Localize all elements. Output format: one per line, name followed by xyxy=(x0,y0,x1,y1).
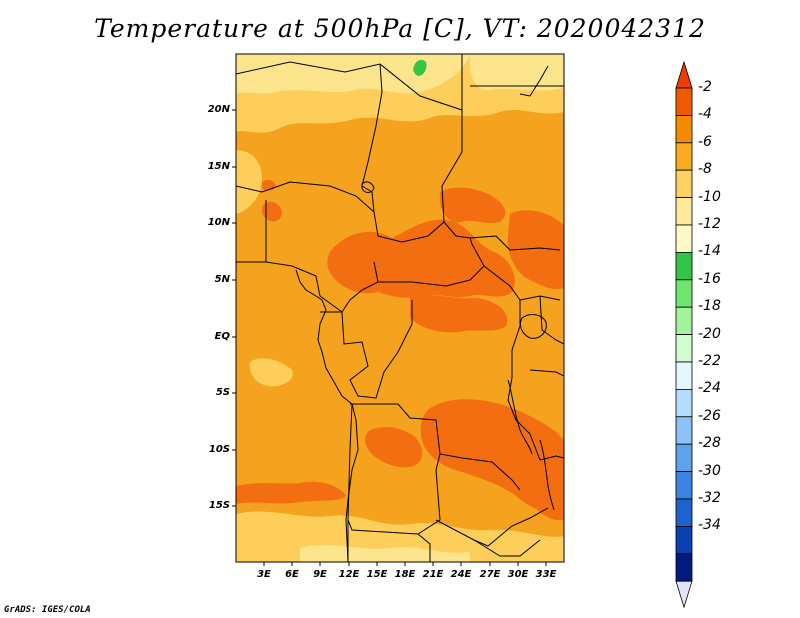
lon-label-15e: 15E xyxy=(366,569,388,580)
colorbar-label: -30 xyxy=(698,462,721,479)
border-botswana-zimbabwe xyxy=(473,539,541,557)
colorbar-segment xyxy=(675,87,693,116)
lon-label-12e: 12E xyxy=(338,569,360,580)
border-chad-sudan xyxy=(441,110,471,239)
colorbar-segment xyxy=(675,251,693,281)
colorbar-segment xyxy=(675,306,693,336)
colorbar-label: -18 xyxy=(698,298,721,315)
field-warm-south-sudan xyxy=(439,187,506,224)
border-tanzania xyxy=(529,369,564,461)
border-niger-chad xyxy=(361,63,383,213)
border-south-sudan xyxy=(469,235,561,301)
lat-label-eq: EQ xyxy=(214,331,230,342)
border-gabon-congo xyxy=(320,300,413,399)
colorbar-label: -32 xyxy=(698,490,721,506)
colorbar-label: -22 xyxy=(698,353,721,369)
field-warm-drc-north xyxy=(410,294,508,333)
colorbar-label: -28 xyxy=(698,435,721,452)
colorbar-segment xyxy=(675,197,693,226)
colorbar-segment xyxy=(675,361,693,390)
colorbar-segment xyxy=(675,142,693,171)
colorbar-label: -10 xyxy=(698,188,721,205)
colorbar-segment xyxy=(675,526,693,555)
lat-ticks xyxy=(232,109,236,507)
lat-label-10n: 10N xyxy=(207,217,230,228)
red-sea-coast xyxy=(519,65,549,97)
colorbar-label: -8 xyxy=(698,161,712,178)
colorbar-label: -24 xyxy=(698,380,721,397)
field-warm-angola-mid xyxy=(365,427,423,468)
plot-frame xyxy=(235,53,565,563)
border-car xyxy=(373,211,485,287)
colorbar-label: -34 xyxy=(698,517,721,534)
colorbar-bottom-triangle xyxy=(675,580,693,609)
country-borders xyxy=(236,54,564,562)
lon-label-33e: 33E xyxy=(535,569,557,580)
field-pale-northeast xyxy=(470,54,564,91)
border-uganda-kenya xyxy=(519,295,564,345)
border-angola xyxy=(347,403,441,535)
colorbar-segment xyxy=(675,169,693,198)
lat-label-10s: 10S xyxy=(208,444,230,455)
colorbar-segment xyxy=(675,553,693,582)
colorbar-label: -12 xyxy=(698,216,721,232)
lon-label-9e: 9E xyxy=(313,569,327,580)
field-warm-east xyxy=(507,210,564,290)
field-cold-patch xyxy=(413,59,427,76)
lat-label-5n: 5N xyxy=(214,274,230,285)
colorbar-segment xyxy=(675,471,693,500)
temperature-field xyxy=(236,54,564,562)
lat-label-20n: 20N xyxy=(207,104,230,115)
colorbar-segment xyxy=(675,498,693,527)
colorbar-segment xyxy=(675,279,693,308)
colorbar-segment xyxy=(675,416,693,445)
colorbar-label: -4 xyxy=(698,106,712,123)
lake-malawi xyxy=(539,439,555,511)
colorbar-label: -16 xyxy=(698,270,721,287)
lat-label-5s: 5S xyxy=(215,387,230,398)
colorbar-label: -26 xyxy=(698,407,721,424)
border-cameroon-car xyxy=(341,281,379,313)
field-palest-north xyxy=(236,54,470,94)
lon-label-21e: 21E xyxy=(422,569,444,580)
colorbar-label: -6 xyxy=(698,133,712,150)
border-zambia xyxy=(435,507,549,547)
colorbar-label: -2 xyxy=(698,79,712,95)
lon-label-3e: 3E xyxy=(257,569,271,580)
colorbar-label: -14 xyxy=(698,243,721,260)
field-warm-cameroon xyxy=(261,201,282,222)
field-pale-south xyxy=(300,545,470,562)
colorbar-label: -20 xyxy=(698,325,721,342)
lon-label-24e: 24E xyxy=(450,569,472,580)
colorbar-segment xyxy=(675,224,693,253)
lat-label-15s: 15S xyxy=(208,500,230,511)
lon-label-6e: 6E xyxy=(285,569,299,580)
lake-victoria xyxy=(519,314,547,339)
colorbar-segment xyxy=(675,388,693,418)
coastlines xyxy=(295,65,555,562)
field-warm-angola-south xyxy=(236,481,346,504)
lon-label-18e: 18E xyxy=(394,569,416,580)
lon-label-30e: 30E xyxy=(507,569,529,580)
colorbar-segment xyxy=(675,334,693,363)
colorbar-segment xyxy=(675,115,693,144)
field-light-gabon xyxy=(249,358,293,387)
lake-tanganyika xyxy=(507,379,533,455)
lon-label-27e: 27E xyxy=(479,569,501,580)
lat-label-15n: 15N xyxy=(207,161,230,172)
coast-gulf-of-guinea xyxy=(295,269,359,562)
border-nigeria xyxy=(236,181,375,213)
colorbar-top-triangle xyxy=(675,60,693,89)
colorbar-segment xyxy=(675,443,693,473)
lake-chad xyxy=(361,181,375,193)
colorbar xyxy=(675,60,693,609)
grads-credit: GrADS: IGES/COLA xyxy=(4,605,91,615)
field-light-west xyxy=(236,150,262,214)
border-cameroon xyxy=(265,200,343,313)
lon-ticks xyxy=(263,562,547,566)
field-warm-central-africa xyxy=(327,219,515,298)
map-title: Temperature at 500hPa [C], VT: 202004231… xyxy=(94,14,706,43)
